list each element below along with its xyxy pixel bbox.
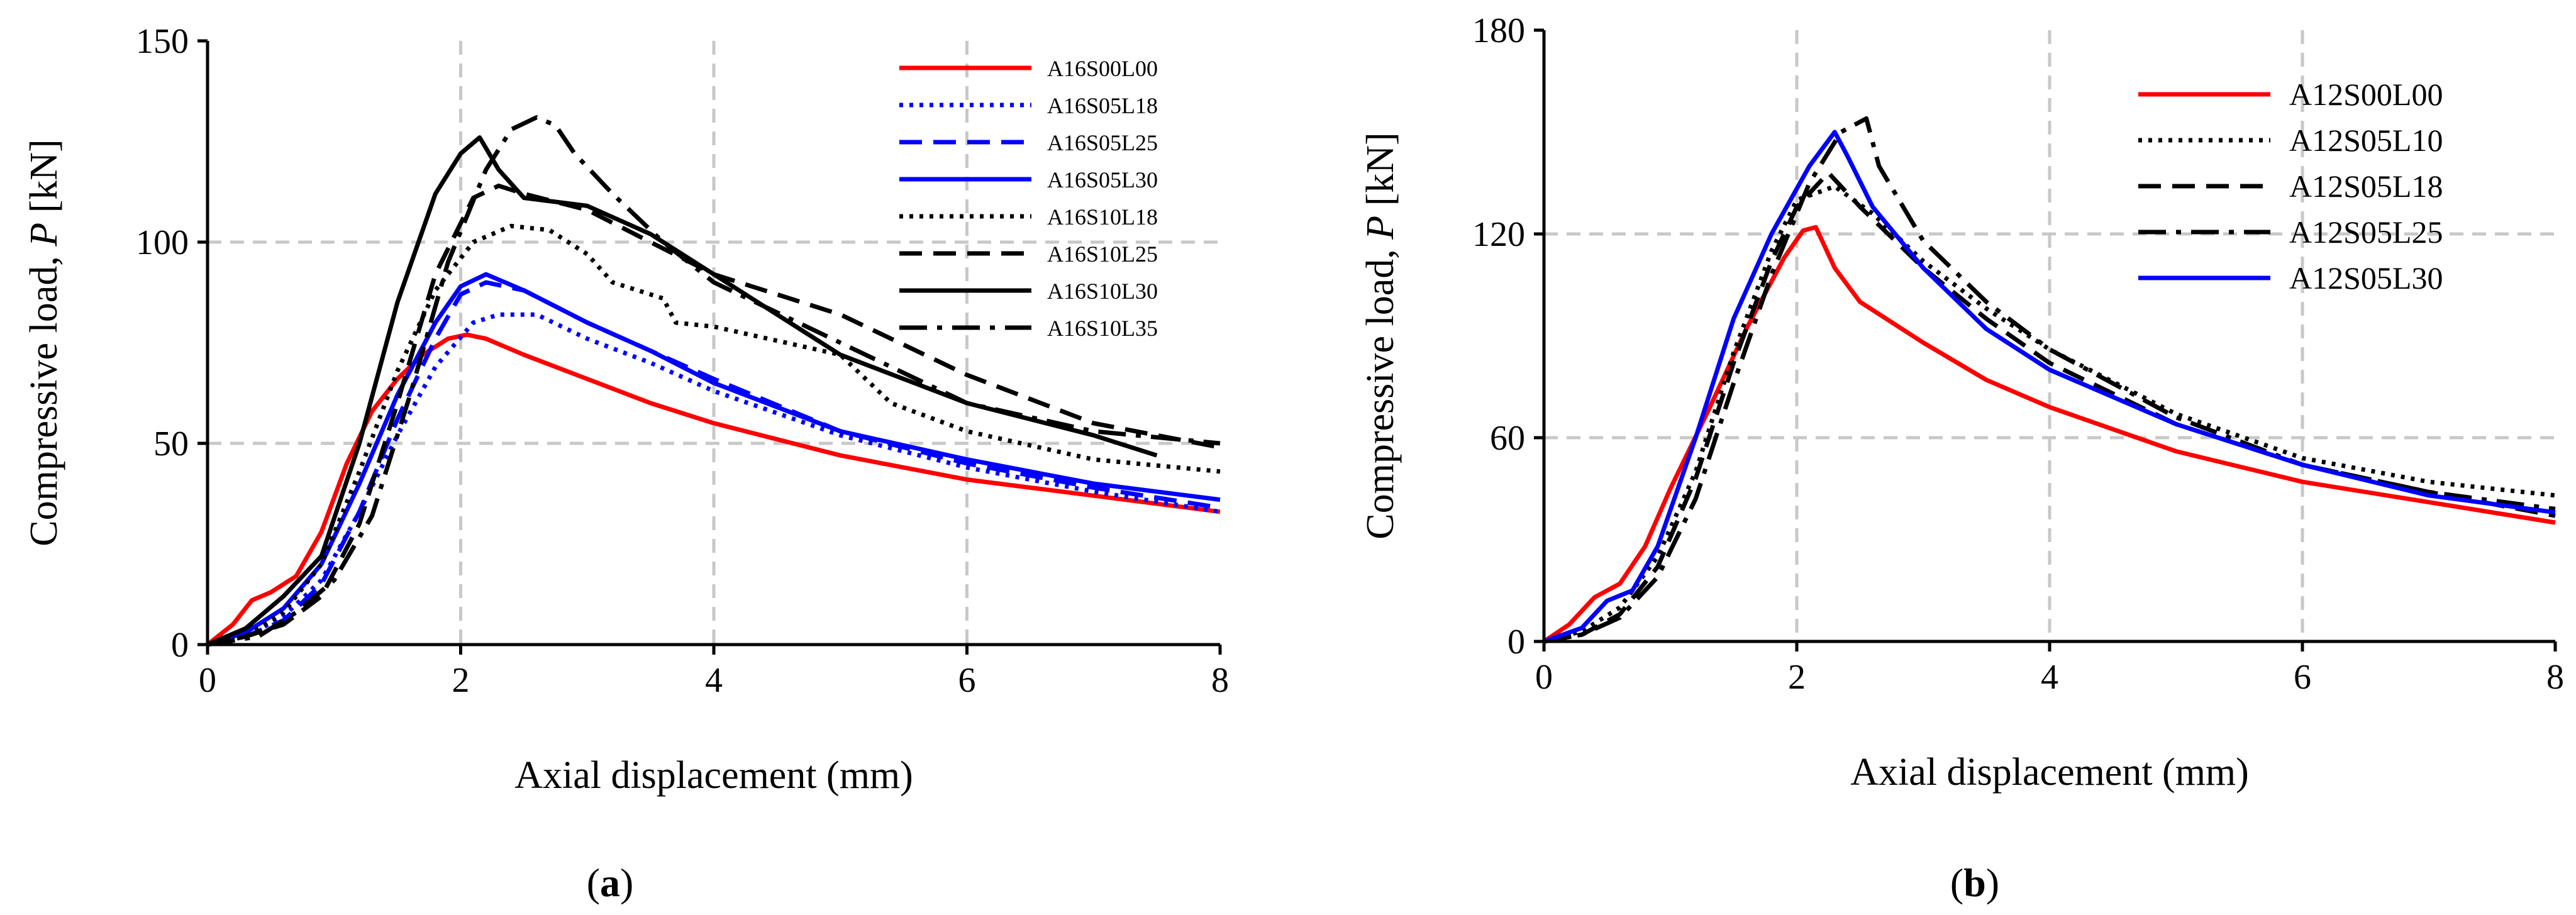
legend-label: A16S10L25: [1047, 241, 1158, 267]
y-tick-label: 150: [136, 22, 189, 61]
y-tick-label: 180: [1472, 11, 1525, 50]
x-tick-label: 2: [452, 661, 470, 700]
series-line-a16s10l18: [207, 223, 1221, 647]
series-line-a16s10l25: [207, 183, 1221, 647]
legend-label: A12S05L18: [2289, 169, 2443, 204]
series-line-a16s00l00: [206, 332, 1221, 646]
chart-panel-b: 0 2 4 6 8 0 60 120 180 Axial displacement (mm) Com…: [1359, 11, 2564, 794]
legend-label: A16S05L25: [1047, 130, 1158, 155]
legend-label: A16S10L30: [1047, 279, 1158, 304]
x-axis-title: Axial displacement (mm): [1850, 751, 2249, 794]
series-line-a12s00l00: [1543, 225, 2556, 643]
legend-label: A12S00L00: [2289, 77, 2443, 112]
legend-label: A12S05L30: [2289, 260, 2443, 296]
panel-label-b: (b): [1950, 860, 1999, 905]
x-tick-label: 4: [705, 661, 723, 700]
y-tick-label: 100: [136, 223, 189, 262]
y-axis-title: Compressive load, P [kN]: [23, 139, 65, 546]
series-line-a12s05l10: [1543, 184, 2556, 644]
legend-label: A16S05L30: [1047, 167, 1158, 192]
series-line-a12s05l30: [1543, 130, 2556, 644]
y-tick-label: 0: [171, 626, 189, 665]
x-tick-label: 4: [2041, 658, 2058, 697]
x-tick-label: 0: [1535, 658, 1553, 697]
x-tick-label: 0: [199, 661, 216, 700]
x-tick-label: 2: [1788, 658, 1806, 697]
series-line-a16s10l35: [207, 115, 1221, 647]
x-tick-label: 6: [958, 661, 976, 700]
series-line-a16s05l25: [207, 280, 1221, 647]
legend: A16S00L00 A16S05L18 A16S05L25 A16S05L30 A16S…: [899, 56, 1158, 341]
legend-label: A12S05L25: [2289, 214, 2443, 250]
y-tick-label: 60: [1490, 419, 1525, 458]
y-tick-label: 120: [1472, 215, 1525, 254]
series-line-a16s05l30: [206, 272, 1221, 647]
series-line-a16s10l30: [206, 135, 1158, 647]
series-line-a12s05l25: [1543, 116, 2556, 644]
legend-label: A16S05L18: [1047, 93, 1158, 118]
legend-label: A12S05L10: [2289, 123, 2443, 158]
panel-label-a: (a): [587, 860, 634, 905]
x-tick-label: 6: [2294, 658, 2311, 697]
chart-panel-a: 0 2 4 6 8 0 50 100 150 Axial displacement (mm) Com…: [23, 22, 1229, 797]
y-axis-title: Compressive load, P [kN]: [1359, 132, 1402, 539]
y-tick-label: 50: [153, 424, 189, 463]
x-axis-title: Axial displacement (mm): [514, 754, 913, 797]
legend-label: A16S00L00: [1047, 56, 1158, 81]
series-line-a12s05l18: [1543, 170, 2556, 644]
x-tick-label: 8: [1211, 661, 1229, 700]
legend-label: A16S10L18: [1047, 204, 1158, 230]
legend: A12S00L00 A12S05L10 A12S05L18 A12S05L25 A12S…: [2138, 77, 2443, 296]
y-tick-label: 0: [1507, 623, 1525, 662]
x-tick-label: 8: [2546, 658, 2564, 697]
legend-label: A16S10L35: [1047, 316, 1158, 341]
